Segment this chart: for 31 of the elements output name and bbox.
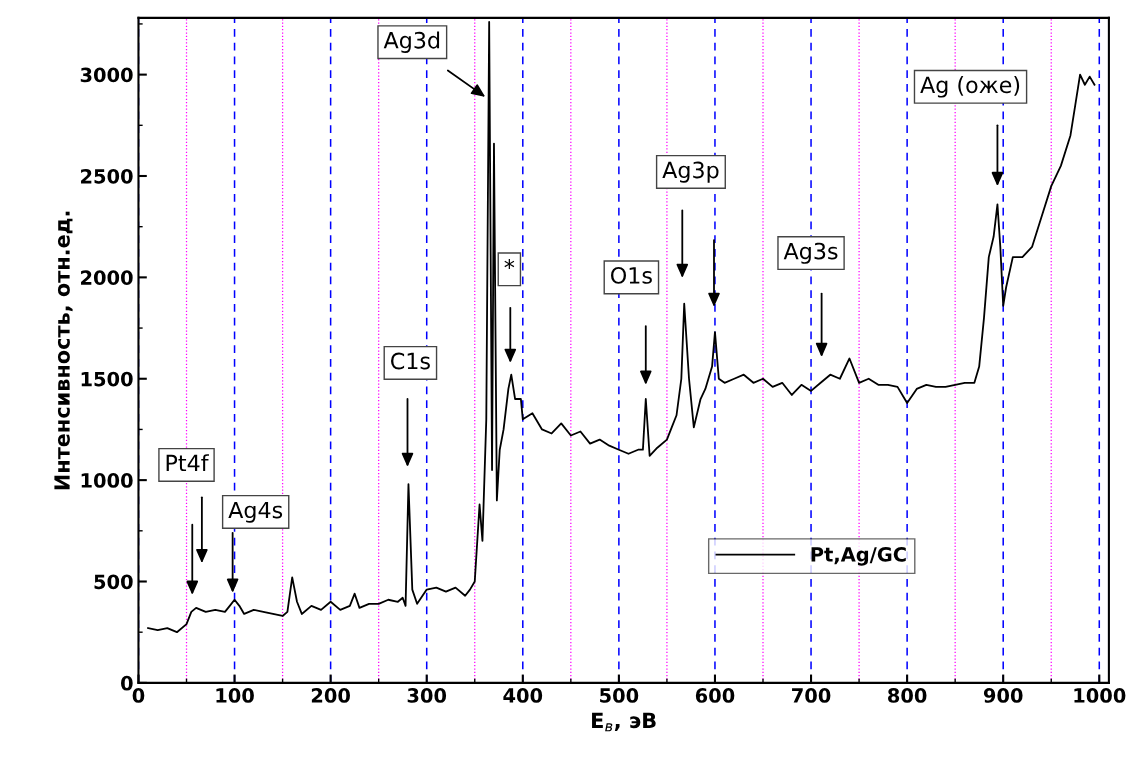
x-axis-title: E$_{в}$, эВ: [592, 712, 656, 732]
annotation: *: [504, 258, 515, 270]
x-tick-label: 400: [503, 688, 543, 703]
x-tick-label: 900: [983, 688, 1023, 703]
annotation: C1s: [391, 352, 430, 370]
y-axis-title: Интенсивность, отн.ед.: [54, 211, 73, 490]
x-tick-label: 700: [792, 688, 831, 703]
x-tick-label: 1000: [1074, 688, 1126, 703]
y-tick-label: 1500: [81, 371, 133, 387]
x-tick-label: 600: [695, 688, 735, 703]
x-tick-label: 300: [407, 688, 447, 703]
annotation: Ag3p: [662, 161, 719, 183]
y-tick-label: 0: [121, 675, 133, 691]
x-tick-label: 0: [132, 688, 145, 703]
x-tick-label: 800: [888, 688, 927, 703]
x-tick-label: 500: [600, 688, 639, 703]
y-tick-label: 2000: [81, 270, 133, 286]
legend-label: Pt,Ag/GC: [811, 547, 906, 566]
annotation: Ag4s: [228, 501, 283, 523]
y-tick-label: 1000: [81, 473, 133, 488]
y-tick-label: 3000: [80, 67, 133, 83]
annotation: Ag3s: [783, 242, 838, 264]
y-tick-label: 2500: [81, 168, 133, 184]
annotation: Ag (оже): [920, 76, 1020, 98]
x-tick-label: 100: [216, 688, 254, 703]
annotation: O1s: [611, 267, 652, 284]
x-tick-label: 200: [311, 688, 350, 703]
annotation: Pt4f: [166, 454, 209, 472]
y-tick-label: 500: [94, 574, 133, 590]
line-series: [147, 20, 1096, 634]
annotation: Ag3d: [383, 31, 440, 53]
